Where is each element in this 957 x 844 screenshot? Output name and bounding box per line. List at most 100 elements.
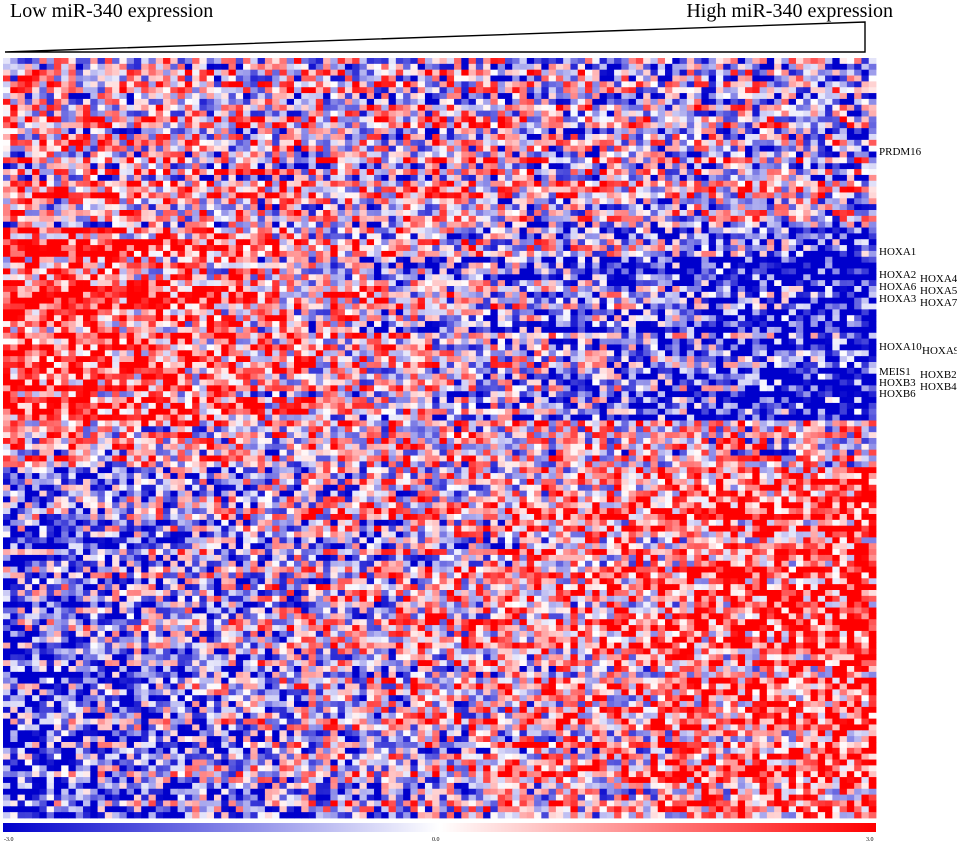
heatmap-cell: [839, 87, 848, 94]
heatmap-cell: [774, 93, 782, 100]
heatmap-cell: [24, 139, 33, 147]
heatmap-cell: [512, 69, 520, 76]
heatmap-cell: [679, 81, 688, 88]
heatmap-cell: [715, 134, 724, 141]
heatmap-cell: [606, 250, 615, 258]
heatmap-cell: [461, 174, 470, 182]
heatmap-cell: [279, 98, 288, 106]
heatmap-cell: [264, 81, 273, 88]
heatmap-cell: [337, 256, 346, 264]
heatmap-cell: [257, 291, 266, 299]
heatmap-cell: [424, 81, 433, 88]
heatmap-cell: [446, 204, 455, 211]
heatmap-cell: [490, 233, 499, 240]
heatmap-cell: [272, 145, 280, 152]
heatmap-cell: [868, 233, 877, 240]
heatmap-cell: [308, 180, 317, 188]
heatmap-cell: [97, 139, 106, 147]
heatmap-cell: [344, 75, 353, 82]
heatmap-cell: [643, 81, 651, 88]
heatmap-cell: [39, 262, 48, 269]
heatmap-cell: [679, 122, 688, 129]
heatmap-cell: [112, 87, 120, 94]
heatmap-cell: [315, 280, 324, 287]
heatmap-cell: [788, 122, 797, 129]
heatmap-cell: [628, 69, 637, 76]
heatmap-cell: [730, 116, 739, 123]
heatmap-cell: [46, 239, 55, 246]
heatmap-cell: [206, 245, 215, 252]
heatmap-cell: [483, 169, 491, 176]
heatmap-cell: [621, 81, 630, 88]
heatmap-cell: [730, 210, 739, 217]
heatmap-cell: [490, 87, 499, 94]
heatmap-cell: [810, 157, 819, 164]
heatmap-cell: [825, 198, 833, 205]
heatmap-cell: [53, 291, 62, 299]
heatmap-cell: [403, 87, 411, 94]
heatmap-cell: [250, 145, 259, 152]
heatmap-cell: [817, 75, 826, 82]
heatmap-cell: [352, 93, 360, 100]
heatmap-cell: [795, 93, 804, 100]
heatmap-cell: [221, 186, 229, 193]
heatmap-cell: [119, 262, 128, 269]
heatmap-cell: [133, 116, 142, 123]
heatmap-cell: [643, 145, 651, 152]
heatmap-cell: [366, 174, 375, 182]
heatmap-cell: [133, 215, 142, 223]
heatmap-cell: [90, 268, 98, 275]
heatmap-cell: [534, 291, 542, 299]
heatmap-cell: [585, 145, 593, 152]
heatmap-cell: [279, 221, 288, 228]
heatmap-cell: [723, 250, 731, 258]
heatmap-cell: [774, 122, 782, 129]
heatmap-cell: [417, 280, 426, 287]
heatmap-cell: [235, 174, 244, 182]
heatmap-cell: [403, 58, 411, 65]
heatmap-cell: [701, 239, 710, 246]
heatmap-cell: [148, 128, 157, 135]
heatmap-cell: [403, 192, 411, 199]
heatmap-cell: [832, 227, 841, 234]
heatmap-cell: [3, 180, 11, 188]
heatmap-cell: [846, 81, 855, 88]
heatmap-cell: [424, 233, 433, 240]
heatmap-cell: [68, 186, 77, 193]
heatmap-cell: [366, 227, 375, 234]
heatmap-cell: [577, 286, 586, 293]
heatmap-cell: [39, 268, 48, 275]
heatmap-cell: [32, 93, 40, 100]
heatmap-cell: [592, 87, 600, 94]
heatmap-cell: [861, 98, 870, 106]
heatmap-cell: [308, 221, 317, 228]
heatmap-cell: [825, 98, 833, 106]
heatmap-cell: [141, 87, 149, 94]
heatmap-cell: [701, 245, 710, 252]
heatmap-cell: [599, 198, 608, 205]
heatmap-cell: [68, 75, 77, 82]
heatmap-cell: [83, 139, 91, 147]
heatmap-cell: [75, 245, 84, 252]
heatmap-cell: [679, 221, 688, 228]
heatmap-cell: [53, 104, 62, 112]
heatmap-cell: [359, 174, 368, 182]
heatmap-cell: [170, 250, 179, 258]
heatmap-cell: [126, 274, 135, 281]
heatmap-cell: [832, 169, 841, 176]
heatmap-cell: [337, 163, 346, 170]
heatmap-cell: [497, 186, 506, 193]
heatmap-cell: [286, 63, 295, 71]
heatmap-cell: [264, 221, 273, 228]
heatmap-cell: [723, 239, 731, 246]
heatmap-cell: [665, 163, 673, 170]
heatmap-cell: [90, 110, 98, 117]
heatmap-cell: [32, 280, 40, 287]
heatmap-cell: [832, 122, 841, 129]
heatmap-cell: [679, 93, 688, 100]
heatmap-cell: [563, 215, 571, 223]
heatmap-cell: [206, 157, 215, 164]
heatmap-cell: [294, 227, 302, 234]
heatmap-cell: [592, 250, 600, 258]
heatmap-cell: [221, 58, 229, 65]
